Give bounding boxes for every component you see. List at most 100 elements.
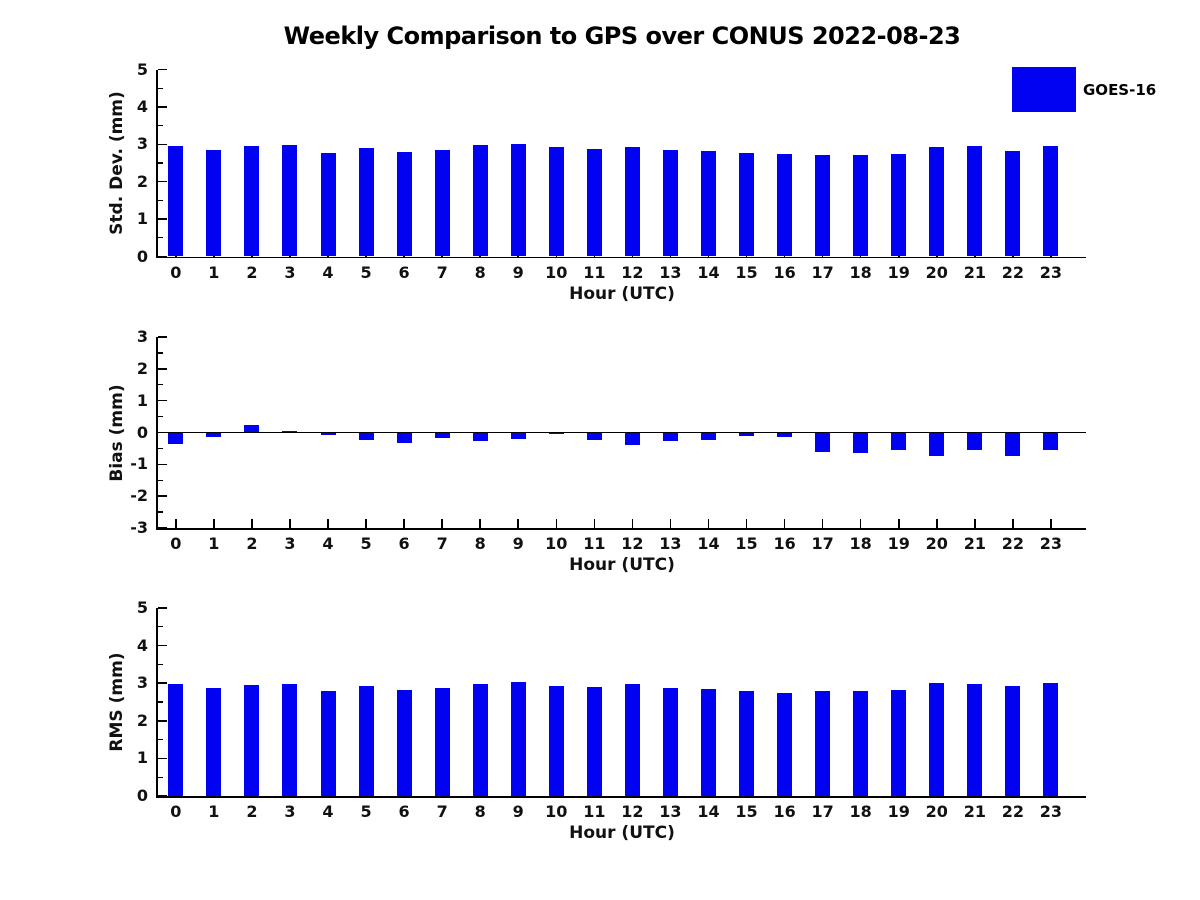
x-major-tick (251, 247, 253, 257)
y-major-tick (158, 463, 167, 466)
bar-hour-19 (891, 153, 907, 257)
y-axis-label: RMS (mm) (107, 652, 127, 752)
y-major-tick (158, 255, 167, 258)
x-major-tick (441, 247, 443, 257)
bar-hour-15 (739, 691, 755, 796)
x-tick-label: 0 (170, 534, 182, 553)
bar-hour-9 (510, 432, 526, 439)
bar-hour-12 (624, 146, 640, 257)
bar-hour-19 (891, 432, 907, 451)
x-major-tick (859, 519, 862, 528)
x-axis-label: Hour (UTC) (569, 555, 675, 575)
x-tick-label: 8 (474, 534, 486, 553)
x-major-tick (555, 247, 558, 257)
bar-hour-2 (244, 424, 260, 433)
y-minor-tick (158, 701, 163, 703)
x-major-tick (974, 787, 976, 796)
x-major-tick (555, 787, 558, 796)
x-major-tick (365, 247, 367, 257)
bar-hour-18 (853, 432, 869, 453)
bar-hour-10 (548, 432, 564, 435)
x-major-tick (213, 247, 215, 257)
x-tick-label: 17 (811, 262, 834, 282)
bar-hour-8 (472, 145, 488, 257)
bar-hour-9 (510, 143, 526, 257)
bar-hour-7 (434, 432, 450, 438)
x-major-tick (365, 519, 367, 528)
bar-hour-13 (662, 432, 678, 441)
x-tick-label: 0 (170, 802, 182, 821)
x-tick-label: 6 (398, 534, 410, 553)
y-tick-label: 4 (136, 96, 148, 116)
y-minor-tick (158, 776, 163, 778)
x-tick-label: 13 (659, 802, 682, 821)
x-axis-spine (156, 796, 1086, 798)
bar-hour-5 (358, 432, 374, 441)
bar-hour-14 (701, 150, 716, 257)
x-major-tick (821, 519, 824, 528)
x-major-tick (1050, 519, 1052, 528)
x-major-tick (936, 247, 938, 257)
x-major-tick (517, 247, 520, 257)
x-major-tick (783, 247, 786, 257)
x-tick-label: 12 (621, 534, 644, 553)
bar-hour-2 (244, 146, 260, 257)
y-major-tick (158, 368, 167, 370)
y-tick-label: 0 (136, 786, 148, 805)
x-tick-label: 21 (963, 802, 986, 821)
x-tick-label: 11 (583, 262, 606, 282)
x-major-tick (745, 519, 748, 528)
x-tick-label: 19 (887, 262, 910, 282)
x-tick-label: 23 (1039, 262, 1063, 282)
y-minor-tick (158, 87, 163, 89)
legend-swatch-icon (1012, 67, 1076, 112)
y-minor-tick (158, 124, 163, 127)
bar-hour-3 (282, 683, 298, 796)
x-tick-label: 7 (436, 262, 448, 282)
bar-hour-3 (282, 145, 298, 257)
x-tick-label: 18 (849, 262, 872, 282)
bar-hour-10 (548, 146, 564, 257)
x-major-tick (327, 247, 329, 257)
x-major-tick (1012, 787, 1014, 796)
y-minor-tick (158, 626, 163, 628)
x-major-tick (555, 519, 558, 528)
y-axis-label: Bias (mm) (107, 383, 127, 482)
x-major-tick (175, 519, 177, 528)
x-tick-label: 12 (621, 262, 644, 282)
x-major-tick (441, 787, 443, 796)
y-minor-tick (158, 663, 163, 666)
bar-hour-11 (586, 148, 602, 257)
x-tick-label: 4 (322, 534, 334, 553)
x-major-tick (974, 247, 976, 257)
bar-hour-13 (662, 149, 678, 257)
bar-hour-14 (701, 432, 716, 440)
y-major-tick (158, 682, 167, 684)
x-major-tick (1012, 247, 1014, 257)
bar-hour-20 (929, 432, 945, 457)
bar-hour-7 (434, 688, 450, 796)
y-minor-tick (158, 352, 163, 354)
y-major-tick (158, 527, 167, 529)
x-tick-label: 16 (773, 534, 796, 553)
x-major-tick (974, 519, 976, 528)
x-major-tick (403, 247, 405, 257)
x-tick-label: 9 (512, 534, 524, 553)
x-tick-label: 1 (208, 534, 220, 553)
y-minor-tick (158, 511, 163, 513)
x-tick-label: 5 (360, 534, 372, 553)
x-tick-label: 6 (398, 802, 410, 821)
bar-hour-1 (206, 149, 222, 257)
x-tick-label: 10 (545, 262, 568, 282)
x-major-tick (669, 787, 672, 796)
bar-hour-6 (396, 151, 412, 257)
x-tick-label: 22 (1001, 262, 1025, 282)
bar-hour-23 (1043, 432, 1059, 450)
y-major-tick (158, 757, 167, 760)
bar-hour-12 (624, 684, 640, 796)
x-axis-spine (156, 256, 1086, 259)
y-major-tick (158, 399, 167, 402)
y-tick-label: 4 (136, 635, 148, 655)
